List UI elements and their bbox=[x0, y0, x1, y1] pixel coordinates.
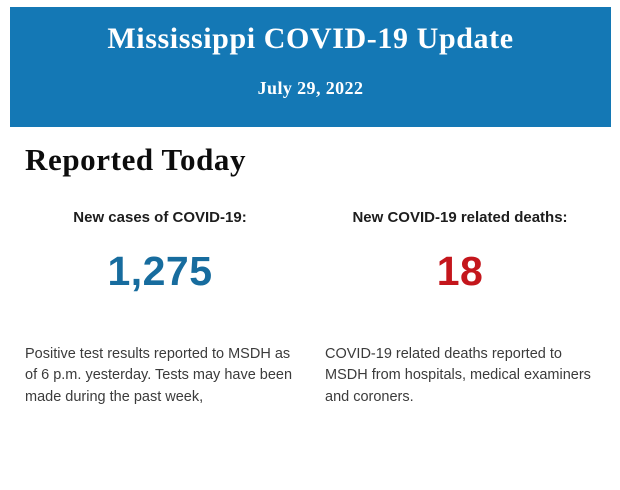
new-cases-label: New cases of COVID-19: bbox=[73, 209, 247, 226]
stat-new-cases: New cases of COVID-19: 1,275 Positive te… bbox=[10, 177, 310, 408]
new-deaths-value: 18 bbox=[436, 248, 484, 294]
banner-date: July 29, 2022 bbox=[257, 78, 364, 98]
stat-new-deaths: New COVID-19 related deaths: 18 COVID-19… bbox=[310, 177, 610, 408]
section-heading: Reported Today bbox=[25, 142, 247, 177]
stats-row: New cases of COVID-19: 1,275 Positive te… bbox=[10, 177, 610, 408]
header-banner: Mississippi COVID-19 Update July 29, 202… bbox=[10, 7, 611, 127]
page: Mississippi COVID-19 Update July 29, 202… bbox=[0, 7, 620, 490]
new-deaths-label: New COVID-19 related deaths: bbox=[352, 209, 568, 226]
content: Reported Today New cases of COVID-19: 1,… bbox=[0, 143, 620, 408]
new-deaths-description: COVID-19 related deaths reported to MSDH… bbox=[325, 346, 591, 405]
new-cases-value: 1,275 bbox=[107, 248, 213, 294]
new-cases-description: Positive test results reported to MSDH a… bbox=[25, 346, 293, 405]
banner-title: Mississippi COVID-19 Update bbox=[107, 22, 514, 55]
